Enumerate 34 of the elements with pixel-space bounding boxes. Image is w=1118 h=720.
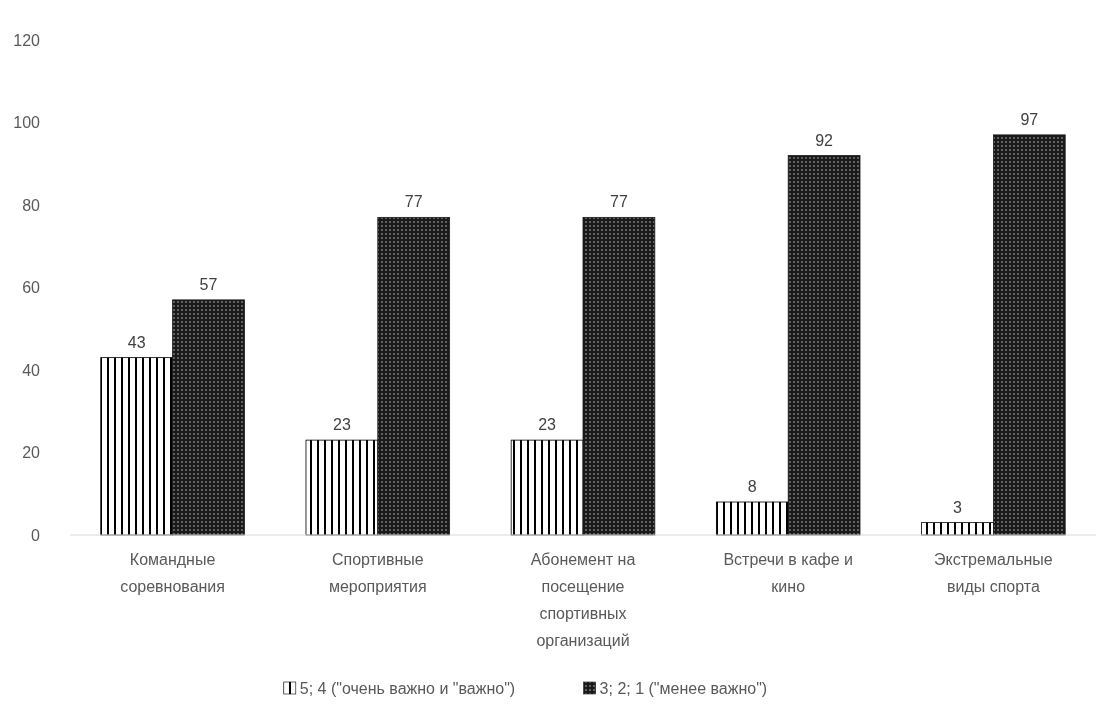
data-label: 23 (332, 416, 351, 434)
y-tick-label: 100 (13, 114, 41, 132)
bar (993, 134, 1066, 536)
y-tick-label: 20 (22, 444, 41, 462)
bar (787, 155, 861, 536)
x-tick-label: Экстремальные виды спорта (934, 551, 1053, 595)
bar (921, 522, 994, 536)
bar (510, 439, 584, 536)
data-label: 43 (127, 333, 146, 351)
bar (715, 501, 789, 536)
x-tick-label: Встречи в кафе и кино (723, 551, 854, 595)
data-label: 8 (747, 478, 757, 495)
y-tick-label: 120 (13, 31, 41, 49)
data-label: 57 (199, 275, 218, 293)
data-label: 3 (953, 498, 963, 516)
y-tick-label: 80 (22, 196, 41, 214)
bar (100, 357, 173, 536)
x-tick-label: Командные соревнования (120, 551, 225, 595)
bar (172, 299, 245, 536)
y-tick-label: 60 (22, 279, 41, 297)
bar (377, 216, 451, 536)
data-label: 97 (1020, 110, 1039, 128)
legend-label: 3; 2; 1 ("менее важно") (599, 679, 768, 697)
legend-label: 5; 4 ("очень важно и "важно") (299, 679, 516, 697)
y-tick-label: 40 (22, 361, 41, 379)
data-label: 77 (404, 193, 423, 211)
x-tick-label: Абонемент на посещение спортивных организаций (530, 551, 636, 649)
data-label: 77 (610, 193, 628, 211)
bar (582, 216, 656, 536)
data-label: 23 (538, 416, 557, 434)
data-label: 92 (815, 131, 834, 149)
y-tick-label: 0 (31, 526, 41, 544)
x-tick-label: Спортивные мероприятия (328, 551, 427, 595)
bar (305, 439, 379, 536)
